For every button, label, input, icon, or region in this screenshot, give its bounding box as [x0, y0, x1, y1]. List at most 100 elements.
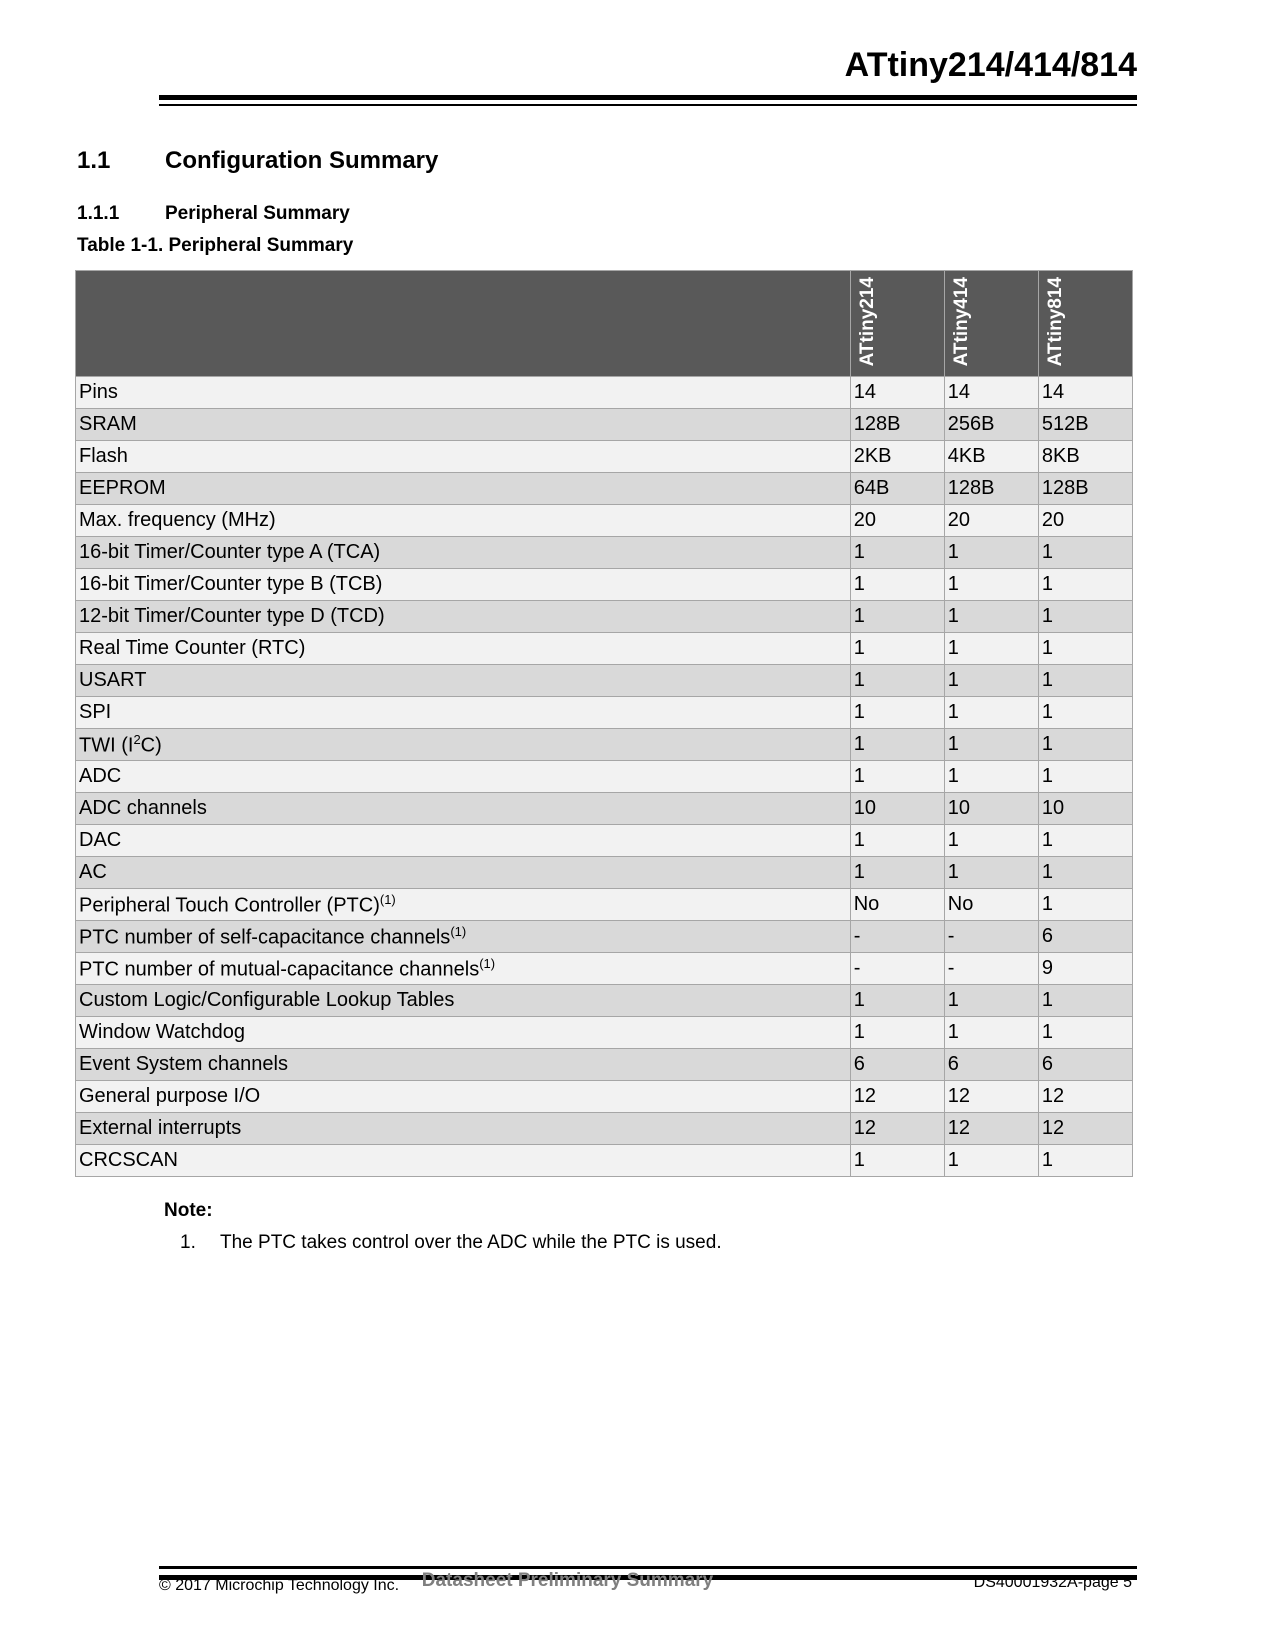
table-cell: 1	[1037, 1016, 1134, 1049]
table-cell: 1	[849, 568, 945, 601]
table-cell: 14	[943, 376, 1039, 409]
column-header-label: ATtiny214	[856, 276, 878, 366]
row-label: General purpose I/O	[75, 1080, 851, 1113]
table-cell: 14	[849, 376, 945, 409]
table-cell: 1	[849, 632, 945, 665]
table-cell: 4KB	[943, 440, 1039, 473]
table-cell: 1	[1037, 632, 1134, 665]
row-label-text: 12-bit Timer/Counter type D (TCD)	[79, 605, 385, 627]
table-cell: 1	[943, 696, 1039, 729]
table-cell: 1	[1037, 1144, 1134, 1177]
table-row: USART 1 1 1	[75, 664, 1134, 697]
table-row: Real Time Counter (RTC) 1 1 1	[75, 632, 1134, 665]
document-title: ATtiny214/414/814	[844, 46, 1137, 84]
row-label-text: Flash	[79, 445, 128, 467]
table-cell: 1	[943, 728, 1039, 761]
table-cell: 1	[1037, 888, 1134, 921]
column-header-label: ATtiny814	[1044, 276, 1066, 366]
table-row: EEPROM 64B 128B 128B	[75, 472, 1134, 505]
row-label-text: AC	[79, 861, 107, 883]
subsection-title: Peripheral Summary	[165, 203, 350, 224]
table-cell: 1	[1037, 568, 1134, 601]
table-row: Event System channels 6 6 6	[75, 1048, 1134, 1081]
table-cell: 1	[943, 664, 1039, 697]
table-cell: 2KB	[849, 440, 945, 473]
table-cell: 1	[943, 600, 1039, 633]
table-cell: 1	[849, 600, 945, 633]
column-header: ATtiny414	[943, 270, 1039, 377]
table-cell: No	[849, 888, 945, 921]
footer-page-number: DS40001932A-page 5	[973, 1574, 1132, 1591]
note-text: The PTC takes control over the ADC while…	[220, 1232, 722, 1253]
table-cell: 6	[849, 1048, 945, 1081]
table-cell: 1	[943, 760, 1039, 793]
row-label-text: Window Watchdog	[79, 1021, 245, 1043]
table-cell: 12	[849, 1080, 945, 1113]
table-row: Custom Logic/Configurable Lookup Tables 1…	[75, 984, 1134, 1017]
superscript: (1)	[479, 955, 496, 971]
row-label: USART	[75, 664, 851, 697]
row-label: TWI (I2C)	[75, 728, 851, 761]
row-label: EEPROM	[75, 472, 851, 505]
row-label: Pins	[75, 376, 851, 409]
table-cell: 1	[849, 1016, 945, 1049]
table-cell: 1	[943, 1016, 1039, 1049]
table-cell: 1	[849, 536, 945, 569]
table-cell: 1	[1037, 600, 1134, 633]
row-label: AC	[75, 856, 851, 889]
row-label-text: Custom Logic/Configurable Lookup Tables	[79, 989, 455, 1011]
section-title: Configuration Summary	[165, 147, 439, 174]
row-label-text: ADC	[79, 765, 122, 787]
table-cell: 12	[1037, 1112, 1134, 1145]
table-cell: 9	[1037, 952, 1134, 985]
row-label-text: 16-bit Timer/Counter type A (TCA)	[79, 541, 381, 563]
table-cell: No	[943, 888, 1039, 921]
row-label-text: Pins	[79, 381, 118, 403]
row-label: ADC channels	[75, 792, 851, 825]
table-cell: 1	[1037, 696, 1134, 729]
row-label-text: TWI (I	[79, 734, 134, 757]
row-label: CRCSCAN	[75, 1144, 851, 1177]
table-row: 12-bit Timer/Counter type D (TCD) 1 1 1	[75, 600, 1134, 633]
row-label-text: ADC channels	[79, 797, 207, 819]
footer-document-type: Datasheet Preliminary Summary	[421, 1570, 714, 1591]
row-label-text: SRAM	[79, 413, 137, 435]
superscript: (1)	[379, 891, 396, 907]
subsection-number: 1.1.1	[77, 203, 120, 224]
table-cell: 1	[943, 568, 1039, 601]
row-label: Peripheral Touch Controller (PTC)(1)	[75, 888, 851, 921]
table-cell: 1	[1037, 856, 1134, 889]
footer-rule-thin	[159, 1566, 1137, 1569]
table-cell: 1	[1037, 664, 1134, 697]
table-cell: 1	[943, 632, 1039, 665]
row-label: SPI	[75, 696, 851, 729]
table-cell: 1	[1037, 728, 1134, 761]
row-label: 16-bit Timer/Counter type A (TCA)	[75, 536, 851, 569]
row-label-text: External interrupts	[79, 1117, 242, 1139]
table-row: SPI 1 1 1	[75, 696, 1134, 729]
table-cell: 12	[1037, 1080, 1134, 1113]
table-row: Pins 14 14 14	[75, 376, 1134, 409]
table-cell: 8KB	[1037, 440, 1134, 473]
row-label: PTC number of mutual-capacitance channel…	[75, 952, 851, 985]
table-cell: -	[849, 952, 945, 985]
row-label: 12-bit Timer/Counter type D (TCD)	[75, 600, 851, 633]
row-label: Window Watchdog	[75, 1016, 851, 1049]
table-row: ADC 1 1 1	[75, 760, 1134, 793]
table-cell: 12	[943, 1080, 1039, 1113]
table-caption: Table 1-1. Peripheral Summary	[77, 235, 354, 256]
table-cell: 1	[943, 984, 1039, 1017]
row-label-suffix: C)	[140, 734, 162, 757]
row-label: PTC number of self-capacitance channels(…	[75, 920, 851, 953]
note-number: 1.	[180, 1232, 196, 1253]
table-cell: 1	[1037, 760, 1134, 793]
table-cell: 1	[849, 1144, 945, 1177]
row-label-text: CRCSCAN	[79, 1149, 178, 1171]
table-row: External interrupts 12 12 12	[75, 1112, 1134, 1145]
row-label: Event System channels	[75, 1048, 851, 1081]
table-cell: 6	[943, 1048, 1039, 1081]
row-label-text: Event System channels	[79, 1053, 288, 1075]
table-cell: 1	[943, 824, 1039, 857]
column-header: ATtiny214	[849, 270, 945, 377]
